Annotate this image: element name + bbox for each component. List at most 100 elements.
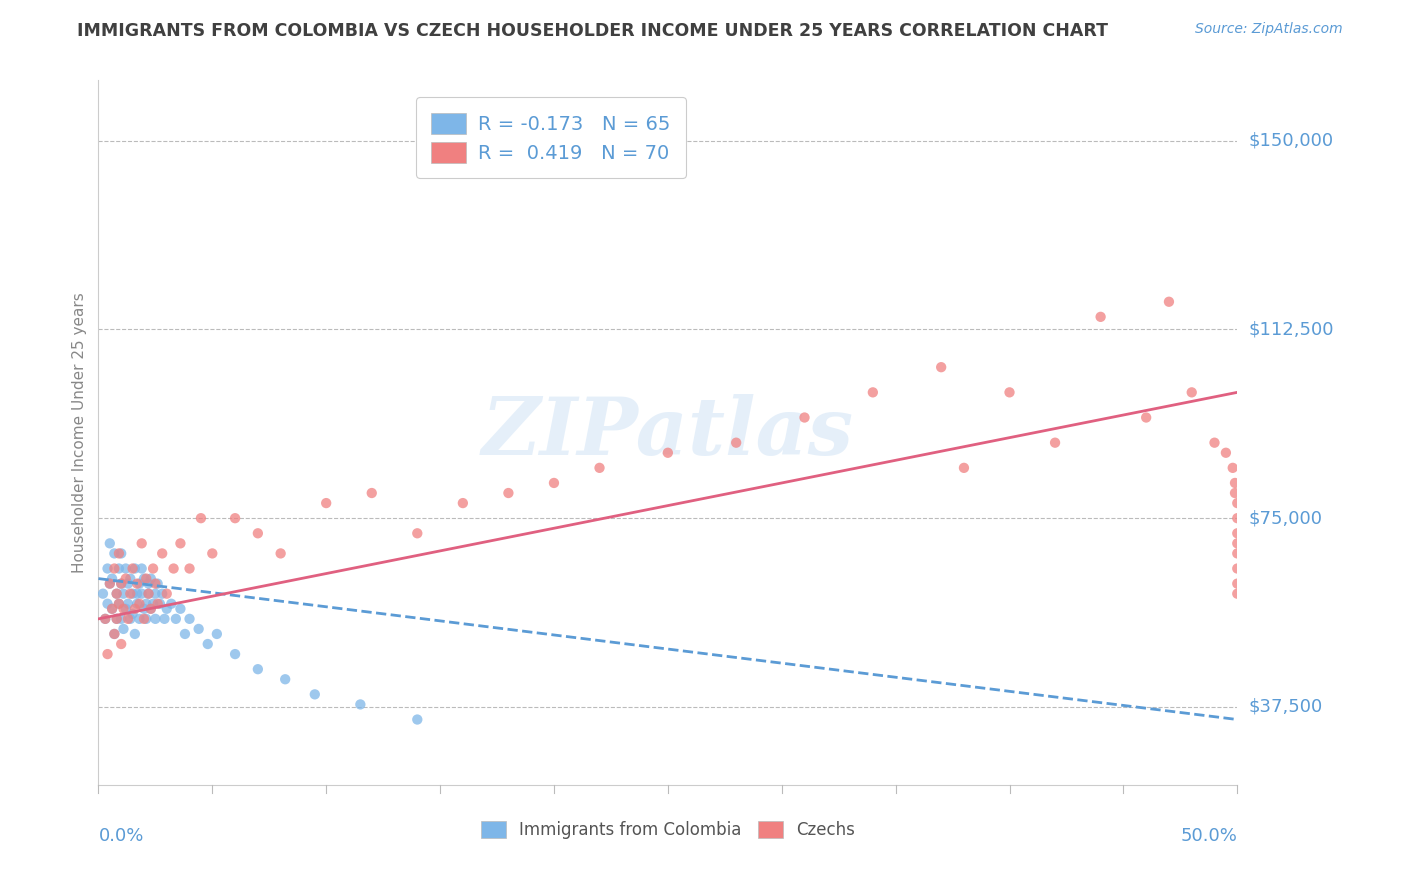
Point xyxy=(98,576,121,591)
Point xyxy=(145,576,167,591)
Point xyxy=(98,576,121,591)
Point xyxy=(117,576,139,591)
Point xyxy=(96,561,118,575)
Point xyxy=(360,486,382,500)
Point xyxy=(187,622,209,636)
Point xyxy=(124,602,146,616)
Point xyxy=(108,597,131,611)
Point xyxy=(953,460,976,475)
Point xyxy=(128,576,150,591)
Point xyxy=(543,475,565,490)
Text: IMMIGRANTS FROM COLOMBIA VS CZECH HOUSEHOLDER INCOME UNDER 25 YEARS CORRELATION : IMMIGRANTS FROM COLOMBIA VS CZECH HOUSEH… xyxy=(77,22,1108,40)
Point xyxy=(139,572,162,586)
Point xyxy=(121,561,143,575)
Point xyxy=(162,561,184,575)
Point xyxy=(657,446,679,460)
Y-axis label: Householder Income Under 25 years: Householder Income Under 25 years xyxy=(72,293,87,573)
Point xyxy=(103,546,125,560)
Point xyxy=(315,496,337,510)
Point xyxy=(349,698,371,712)
Point xyxy=(96,597,118,611)
Point xyxy=(1157,294,1180,309)
Point xyxy=(150,546,173,560)
Point xyxy=(201,546,224,560)
Text: 0.0%: 0.0% xyxy=(98,827,143,845)
Point xyxy=(1226,561,1249,575)
Point xyxy=(156,602,179,616)
Point xyxy=(862,385,884,400)
Point xyxy=(101,602,124,616)
Text: Source: ZipAtlas.com: Source: ZipAtlas.com xyxy=(1195,22,1343,37)
Point xyxy=(169,536,191,550)
Point xyxy=(205,627,228,641)
Point xyxy=(197,637,219,651)
Point xyxy=(114,572,136,586)
Point xyxy=(304,687,326,701)
Point xyxy=(1043,435,1066,450)
Point xyxy=(190,511,212,525)
Point xyxy=(160,597,183,611)
Point xyxy=(139,602,162,616)
Point xyxy=(110,576,132,591)
Point xyxy=(165,612,187,626)
Point xyxy=(1181,385,1204,400)
Point xyxy=(224,647,246,661)
Point xyxy=(725,435,748,450)
Text: 50.0%: 50.0% xyxy=(1181,827,1237,845)
Point xyxy=(103,561,125,575)
Point xyxy=(131,536,153,550)
Point xyxy=(1226,511,1249,525)
Point xyxy=(108,561,131,575)
Text: $150,000: $150,000 xyxy=(1249,132,1333,150)
Point xyxy=(929,360,952,375)
Point xyxy=(139,602,162,616)
Text: $37,500: $37,500 xyxy=(1249,698,1323,716)
Point xyxy=(135,612,157,626)
Point xyxy=(149,597,172,611)
Point xyxy=(1226,496,1249,510)
Point xyxy=(110,576,132,591)
Point xyxy=(101,572,124,586)
Point xyxy=(246,662,269,676)
Point xyxy=(179,612,201,626)
Point xyxy=(174,627,197,641)
Point xyxy=(145,587,167,601)
Point xyxy=(103,627,125,641)
Point xyxy=(406,713,429,727)
Point xyxy=(138,576,160,591)
Point xyxy=(179,561,201,575)
Point xyxy=(132,602,155,616)
Point xyxy=(138,587,160,601)
Point xyxy=(105,612,128,626)
Point xyxy=(101,602,124,616)
Point xyxy=(146,597,169,611)
Point xyxy=(138,587,160,601)
Point xyxy=(112,602,135,616)
Point xyxy=(105,612,128,626)
Point xyxy=(135,572,157,586)
Point xyxy=(131,561,153,575)
Point xyxy=(142,597,165,611)
Point xyxy=(127,587,149,601)
Text: ZIPatlas: ZIPatlas xyxy=(482,394,853,471)
Point xyxy=(1226,576,1249,591)
Point xyxy=(588,460,610,475)
Point xyxy=(112,622,135,636)
Point xyxy=(1223,486,1246,500)
Point xyxy=(127,576,149,591)
Point xyxy=(498,486,520,500)
Point xyxy=(1135,410,1157,425)
Point xyxy=(142,561,165,575)
Point xyxy=(270,546,292,560)
Point xyxy=(112,587,135,601)
Point xyxy=(121,607,143,621)
Point xyxy=(108,597,131,611)
Point xyxy=(94,612,117,626)
Point xyxy=(1226,546,1249,560)
Point xyxy=(121,587,143,601)
Point xyxy=(153,612,176,626)
Point xyxy=(114,602,136,616)
Point xyxy=(94,612,117,626)
Point xyxy=(135,597,157,611)
Point xyxy=(406,526,429,541)
